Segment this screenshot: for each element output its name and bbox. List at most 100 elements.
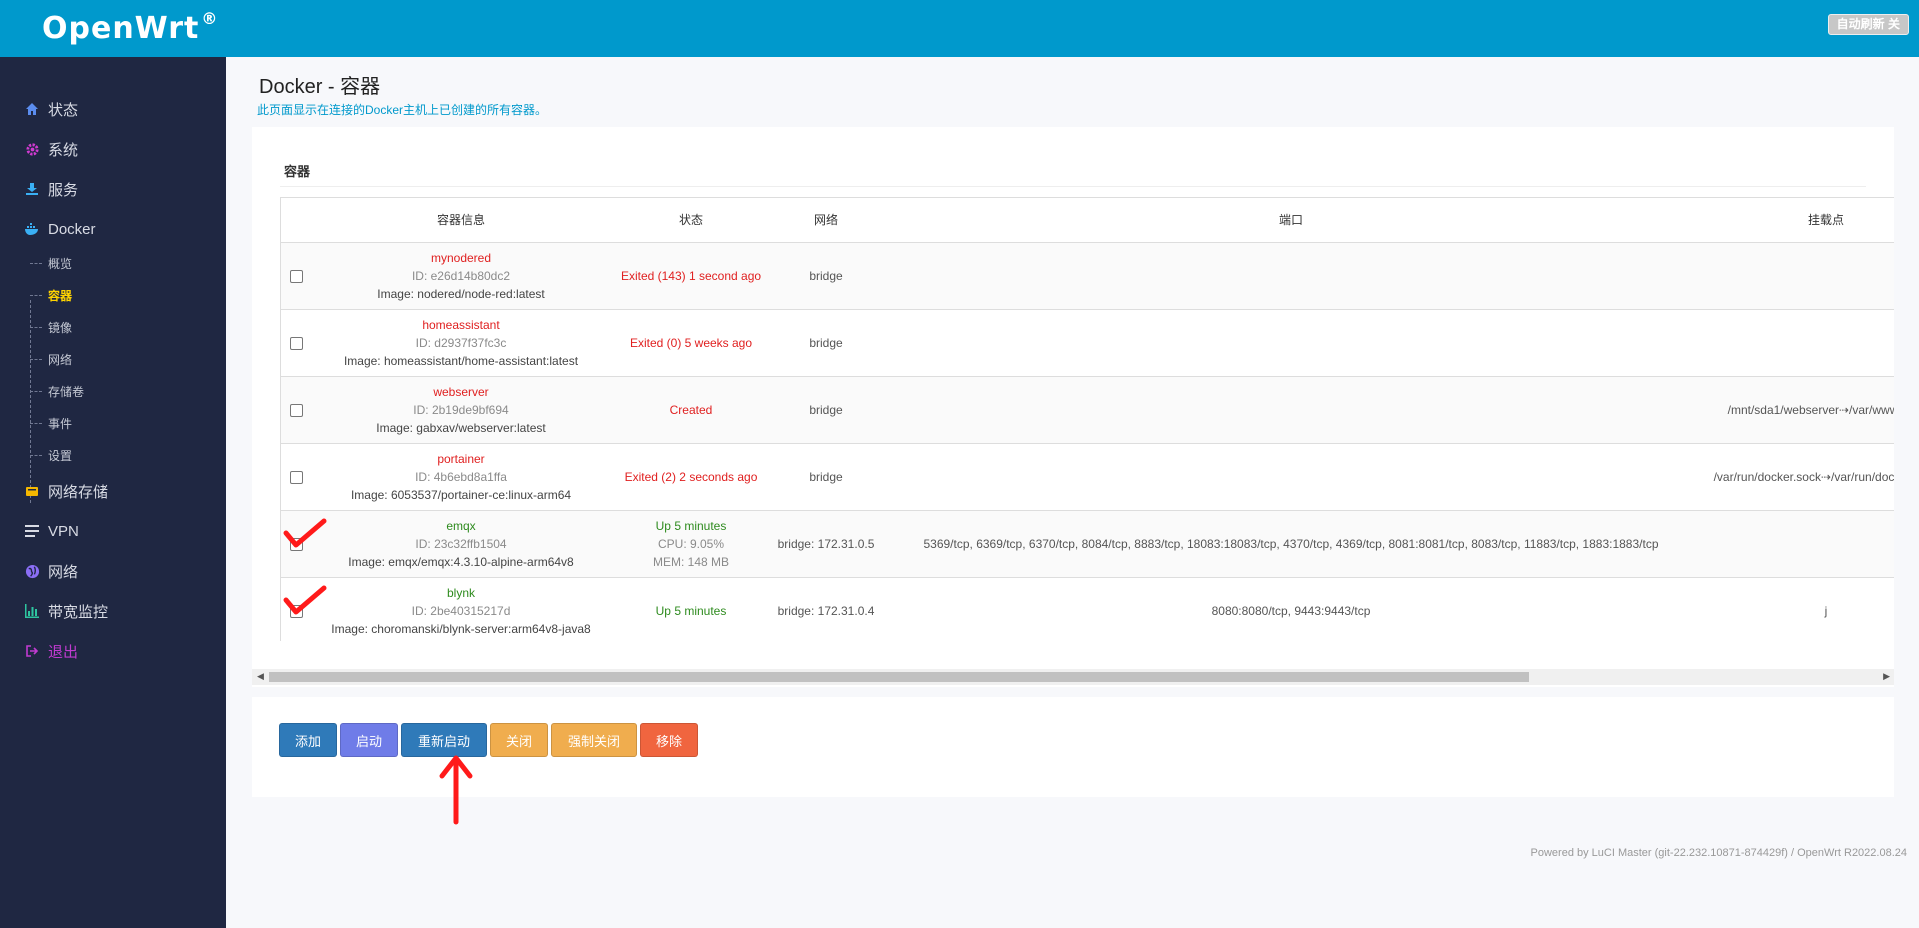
header-mounts: 挂载点 bbox=[1701, 198, 1894, 243]
restart-button[interactable]: 重新启动 bbox=[401, 723, 487, 757]
sidebar-item-label: 服务 bbox=[48, 181, 79, 199]
globe-icon bbox=[24, 563, 40, 579]
actions-panel: 添加 启动 重新启动 关闭 强制关闭 移除 bbox=[252, 697, 1894, 797]
list-icon bbox=[24, 523, 40, 539]
row-select-cell bbox=[281, 309, 311, 377]
submenu-networks[interactable]: 网络 bbox=[30, 349, 72, 369]
table-row[interactable]: homeassistant ID: d2937f37fc3c Image: home… bbox=[281, 309, 1894, 377]
sidebar-item-label: 状态 bbox=[48, 101, 79, 119]
mounts-cell bbox=[1701, 242, 1894, 310]
stop-button[interactable]: 关闭 bbox=[490, 723, 548, 757]
docker-icon bbox=[24, 221, 40, 237]
scrollbar-thumb[interactable] bbox=[269, 672, 1529, 682]
row-checkbox[interactable] bbox=[289, 403, 303, 417]
logo-text: OpenWrt bbox=[42, 11, 200, 46]
row-checkbox[interactable] bbox=[289, 336, 303, 350]
container-image: Image: 6053537/portainer-ce:linux-arm64 bbox=[350, 487, 572, 502]
add-button[interactable]: 添加 bbox=[279, 723, 337, 757]
submenu-label: 概览 bbox=[48, 256, 73, 271]
containers-table: 容器信息 状态 网络 端口 挂载点 mynodered ID: e26d14b80… bbox=[281, 198, 1894, 641]
table-row[interactable]: emqx ID: 23c32ffb1504 Image: emqx/emqx:4.3… bbox=[281, 510, 1894, 578]
row-checkbox[interactable] bbox=[289, 604, 303, 618]
row-checkbox[interactable] bbox=[289, 269, 303, 283]
table-row[interactable]: mynodered ID: e26d14b80dc2 Image: nodered/… bbox=[281, 242, 1894, 310]
table-row[interactable]: blynk ID: 2be40315217d Image: choromanski/… bbox=[281, 577, 1894, 641]
table-row[interactable]: webserver ID: 2b19de9bf694 Image: gabxav/w… bbox=[281, 376, 1894, 444]
container-name-link[interactable]: homeassistant bbox=[422, 317, 500, 332]
network-cell: bridge bbox=[771, 242, 881, 310]
mounts-cell: /mnt/sda1/webserver⇢/var/www/html bbox=[1701, 376, 1894, 444]
row-select-cell bbox=[281, 443, 311, 511]
network-cell: bridge: 172.31.0.4 bbox=[771, 577, 881, 641]
sidebar-item-bandwidth[interactable]: 带宽监控 bbox=[24, 599, 108, 623]
container-image: Image: homeassistant/home-assistant:late… bbox=[343, 353, 579, 368]
container-info-cell: blynk ID: 2be40315217d Image: choromanski/… bbox=[311, 577, 611, 641]
sidebar-item-logout[interactable]: 退出 bbox=[24, 639, 78, 663]
status-cell: Created bbox=[611, 376, 771, 444]
container-name-link[interactable]: webserver bbox=[433, 384, 489, 399]
mounts-cell: j bbox=[1701, 577, 1894, 641]
status-cell: Exited (2) 2 seconds ago bbox=[611, 443, 771, 511]
container-mem: MEM: 148 MB bbox=[652, 554, 730, 569]
sidebar-item-vpn[interactable]: VPN bbox=[24, 519, 79, 543]
network-cell: bridge: 172.31.0.5 bbox=[771, 510, 881, 578]
horizontal-scrollbar[interactable]: ◀ ▶ bbox=[252, 669, 1894, 685]
top-header: OpenWrt ® 自动刷新 关 bbox=[0, 0, 1919, 57]
page-title: Docker - 容器 bbox=[259, 76, 381, 98]
row-select-cell bbox=[281, 376, 311, 444]
submenu-overview[interactable]: 概览 bbox=[30, 253, 72, 273]
table-header-row: 容器信息 状态 网络 端口 挂载点 bbox=[281, 198, 1894, 243]
ports-cell bbox=[881, 309, 1701, 377]
submenu-images[interactable]: 镜像 bbox=[30, 317, 72, 337]
submenu-volumes[interactable]: 存储卷 bbox=[30, 381, 84, 401]
submenu-label: 设置 bbox=[48, 448, 73, 463]
container-info-cell: emqx ID: 23c32ffb1504 Image: emqx/emqx:4.3… bbox=[311, 510, 611, 578]
container-name-link[interactable]: blynk bbox=[446, 585, 475, 600]
scroll-right-icon[interactable]: ▶ bbox=[1883, 671, 1890, 681]
container-name-link[interactable]: portainer bbox=[437, 451, 485, 466]
container-id: ID: 2b19de9bf694 bbox=[413, 402, 509, 417]
row-checkbox[interactable] bbox=[289, 470, 303, 484]
containers-panel: 容器 容器信息 状态 网络 端口 挂载点 mynodered ID: e26d14… bbox=[252, 127, 1894, 687]
sidebar-item-label: 带宽监控 bbox=[48, 603, 109, 621]
submenu-guide-line bbox=[30, 300, 31, 503]
container-name-link[interactable]: emqx bbox=[446, 518, 476, 533]
submenu-events[interactable]: 事件 bbox=[30, 413, 72, 433]
sidebar-item-system[interactable]: 系统 bbox=[24, 137, 78, 161]
container-id: ID: 2be40315217d bbox=[411, 603, 511, 618]
section-divider bbox=[280, 186, 1866, 187]
sidebar-item-status[interactable]: 状态 bbox=[24, 97, 78, 121]
container-name-link[interactable]: mynodered bbox=[430, 250, 492, 265]
network-cell: bridge bbox=[771, 443, 881, 511]
submenu-label: 镜像 bbox=[48, 320, 73, 335]
containers-table-wrapper[interactable]: 容器信息 状态 网络 端口 挂载点 mynodered ID: e26d14b80… bbox=[280, 197, 1894, 641]
submenu-settings[interactable]: 设置 bbox=[30, 445, 72, 465]
sidebar-item-label: 网络 bbox=[48, 563, 79, 581]
header-status: 状态 bbox=[611, 198, 771, 243]
sidebar-item-nas[interactable]: 网络存储 bbox=[24, 479, 108, 503]
submenu-label: 容器 bbox=[48, 288, 73, 303]
submenu-containers[interactable]: 容器 bbox=[30, 285, 72, 305]
sidebar-item-label: 网络存储 bbox=[48, 483, 109, 501]
container-info-cell: portainer ID: 4b6ebd8a1ffa Image: 6053537/… bbox=[311, 443, 611, 511]
row-checkbox[interactable] bbox=[289, 537, 303, 551]
openwrt-logo[interactable]: OpenWrt ® bbox=[42, 9, 218, 46]
sidebar-item-network[interactable]: 网络 bbox=[24, 559, 78, 583]
container-status: Up 5 minutes bbox=[655, 603, 727, 618]
sidebar-item-label: 退出 bbox=[48, 643, 79, 661]
container-status: Created bbox=[669, 402, 713, 417]
scroll-left-icon[interactable]: ◀ bbox=[257, 671, 264, 681]
logout-icon bbox=[24, 643, 40, 659]
logo-registered-mark: ® bbox=[201, 9, 219, 28]
start-button[interactable]: 启动 bbox=[340, 723, 398, 757]
sidebar-item-docker[interactable]: Docker bbox=[24, 217, 96, 241]
status-cell: Up 5 minutes CPU: 9.05% MEM: 148 MB bbox=[611, 510, 771, 578]
table-row[interactable]: portainer ID: 4b6ebd8a1ffa Image: 6053537/… bbox=[281, 443, 1894, 511]
container-id: ID: d2937f37fc3c bbox=[415, 335, 507, 350]
container-info-cell: homeassistant ID: d2937f37fc3c Image: home… bbox=[311, 309, 611, 377]
sidebar-item-services[interactable]: 服务 bbox=[24, 177, 78, 201]
remove-button[interactable]: 移除 bbox=[640, 723, 698, 757]
auto-refresh-toggle[interactable]: 自动刷新 关 bbox=[1827, 14, 1909, 35]
force-stop-button[interactable]: 强制关闭 bbox=[551, 723, 637, 757]
mounts-cell bbox=[1701, 309, 1894, 377]
